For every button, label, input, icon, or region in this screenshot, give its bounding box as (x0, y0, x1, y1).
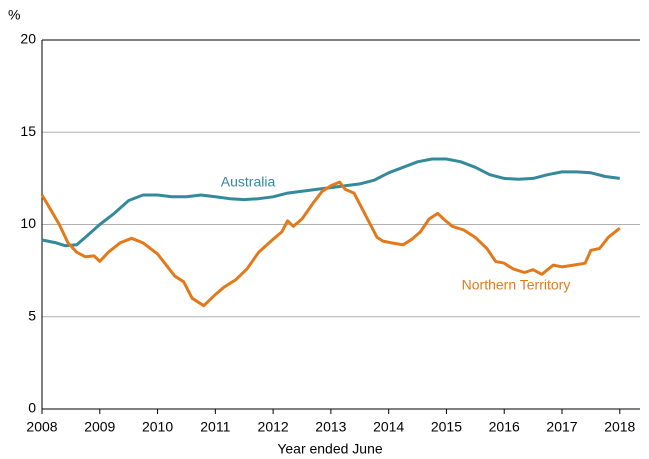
series-label: Northern Territory (462, 277, 571, 293)
x-tick-label: 2008 (26, 419, 57, 435)
y-tick-label: 5 (28, 307, 36, 323)
x-tick-label: 2012 (258, 419, 289, 435)
x-tick-label: 2010 (142, 419, 173, 435)
series-line (40, 180, 621, 308)
series-line (41, 157, 620, 248)
x-tick-label: 2017 (546, 419, 577, 435)
y-tick-label: 0 (28, 400, 36, 416)
x-tick-label: 2009 (84, 419, 115, 435)
x-tick-label: 2011 (200, 419, 230, 435)
x-tick-label: 2018 (604, 419, 635, 435)
x-tick-label: 2013 (315, 419, 346, 435)
series-label: Australia (221, 174, 276, 190)
x-axis-label: Year ended June (277, 441, 383, 457)
y-tick-label: 15 (20, 123, 36, 139)
x-tick-label: 2015 (431, 419, 462, 435)
y-tick-label: 20 (20, 31, 36, 47)
y-unit: % (8, 7, 20, 23)
x-tick-label: 2014 (373, 419, 404, 435)
x-tick-label: 2016 (489, 419, 520, 435)
y-tick-label: 10 (20, 215, 36, 231)
